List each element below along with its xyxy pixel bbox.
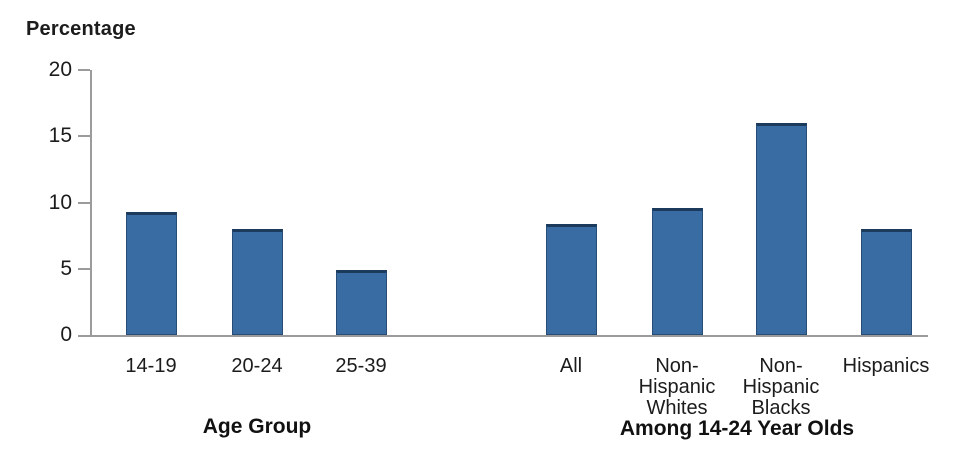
y-axis-line: [90, 70, 92, 335]
bar-non--hispanic-whites: [651, 208, 703, 335]
y-tick-20: [78, 69, 90, 71]
x-label-0-0: 14-19: [125, 355, 177, 377]
y-axis-title: Percentage: [26, 18, 136, 40]
bar-hispanics: [860, 229, 912, 335]
x-label-1-2: Non- Hispanic Blacks: [742, 355, 820, 419]
x-label-1-1: Non- Hispanic Whites: [638, 355, 716, 419]
x-label-1-3: Hispanics: [842, 355, 930, 377]
x-label-0-1: 20-24: [231, 355, 283, 377]
y-tick-5: [78, 267, 90, 270]
bar-20-24: [231, 229, 283, 335]
x-axis-line: [78, 335, 928, 337]
y-tick-label-10: 10: [48, 190, 72, 214]
x-label-0-2: 25-39: [335, 355, 387, 377]
x-label-1-0: All: [559, 355, 583, 377]
y-tick-label-5: 5: [60, 256, 72, 280]
y-tick-15: [78, 135, 90, 138]
bar-non--hispanic-blacks: [755, 123, 807, 335]
y-tick-label-20: 20: [48, 58, 72, 81]
group-title-among-14-24: Among 14-24 Year Olds: [619, 417, 855, 440]
bar-25-39: [335, 270, 387, 335]
bar-14-19: [125, 212, 177, 335]
y-tick-label-15: 15: [48, 124, 72, 148]
group-title-age-group: Age Group: [202, 415, 312, 438]
y-tick-label-0: 0: [60, 323, 72, 346]
y-tick-10: [78, 201, 90, 204]
bar-all: [545, 224, 597, 335]
